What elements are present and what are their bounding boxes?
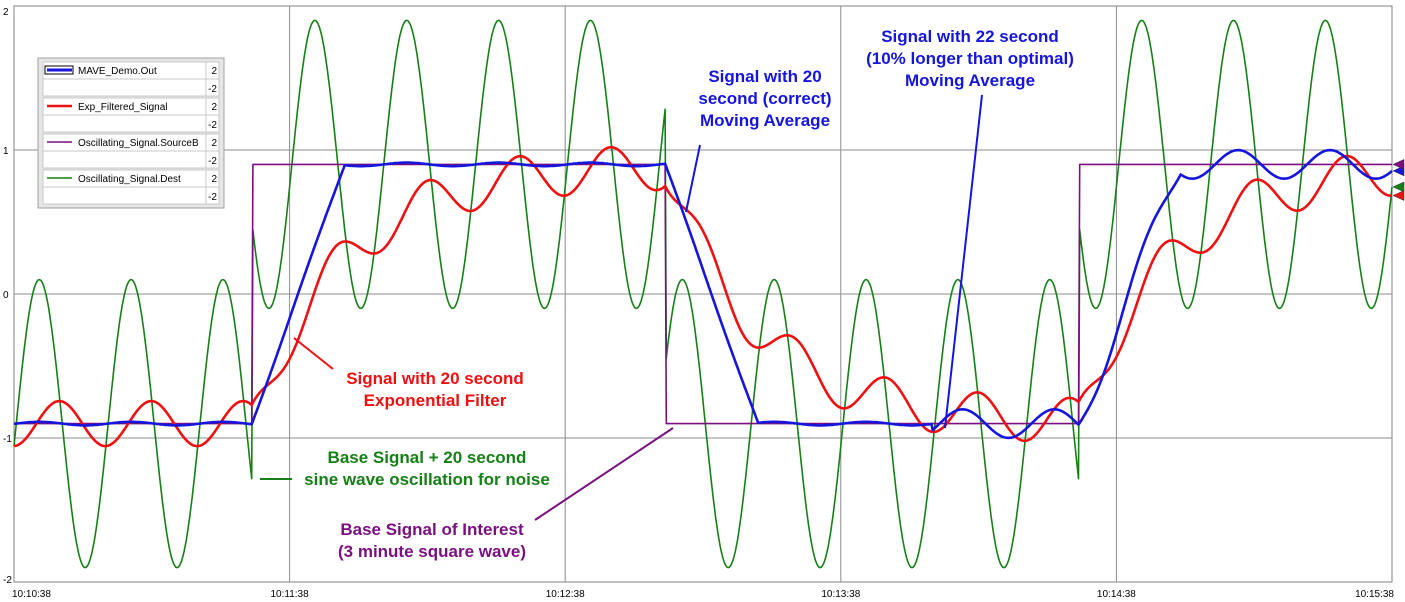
annotations: Signal with 20 second (correct) Moving Ave… bbox=[260, 27, 1074, 561]
series-lines bbox=[13, 19, 1393, 569]
y-axis-ticks: 2 1 0 -1 -2 bbox=[3, 7, 12, 586]
legend-label: Exp_Filtered_Signal bbox=[78, 102, 168, 113]
annotation-callout-line bbox=[685, 144, 701, 213]
legend-max: 2 bbox=[211, 66, 217, 77]
legend-min: -2 bbox=[208, 84, 217, 95]
legend-min: -2 bbox=[208, 156, 217, 167]
y-tick-label: 1 bbox=[3, 146, 9, 157]
annotation-text: Signal with 20 bbox=[708, 67, 821, 86]
value-marker-icon bbox=[1392, 159, 1405, 170]
legend-selected-icon bbox=[44, 65, 74, 75]
x-tick-label: 10:10:38 bbox=[12, 589, 51, 600]
annotation-text: Exponential Filter bbox=[364, 391, 507, 410]
x-tick-label: 10:12:38 bbox=[546, 589, 585, 600]
annotation-text: Base Signal + 20 second bbox=[328, 448, 527, 467]
legend-label: MAVE_Demo.Out bbox=[78, 66, 157, 77]
y-tick-label: -1 bbox=[3, 434, 12, 445]
y-tick-label: -2 bbox=[3, 575, 12, 586]
legend-label: Oscillating_Signal.SourceB bbox=[78, 138, 199, 149]
annotation-callout-line bbox=[944, 94, 983, 429]
x-tick-label: 10:13:38 bbox=[821, 589, 860, 600]
annotation-text: second (correct) bbox=[698, 89, 831, 108]
annotation-text: sine wave oscillation for noise bbox=[304, 470, 550, 489]
x-tick-label: 10:14:38 bbox=[1097, 589, 1136, 600]
x-tick-label: 10:15:38 bbox=[1355, 589, 1394, 600]
annotation-callout-line bbox=[534, 427, 674, 521]
annotation-text: Base Signal of Interest bbox=[340, 520, 524, 539]
value-marker-icon bbox=[1392, 181, 1405, 193]
annotation-text: Signal with 20 second bbox=[346, 369, 524, 388]
annotation-text: Moving Average bbox=[700, 111, 830, 130]
grid-lines bbox=[14, 6, 1392, 582]
legend-min: -2 bbox=[208, 120, 217, 131]
annotation-text: (10% longer than optimal) bbox=[866, 49, 1074, 68]
x-axis-ticks: 10:10:38 10:11:38 10:12:38 10:13:38 10:14:38… bbox=[12, 589, 1394, 600]
annotation-callout-line bbox=[293, 337, 334, 370]
legend-max: 2 bbox=[211, 102, 217, 113]
legend-max: 2 bbox=[211, 138, 217, 149]
y-tick-label: 2 bbox=[3, 7, 9, 18]
annotation-text: Signal with 22 second bbox=[881, 27, 1059, 46]
legend-max: 2 bbox=[211, 174, 217, 185]
annotation-text: (3 minute square wave) bbox=[338, 542, 526, 561]
series-line-exp-filtered bbox=[13, 145, 1393, 448]
value-marker-icon bbox=[1392, 190, 1405, 201]
series-line-mave-demo bbox=[13, 148, 1393, 440]
x-tick-label: 10:11:38 bbox=[271, 589, 310, 600]
legend-min: -2 bbox=[208, 192, 217, 203]
right-edge-markers bbox=[1392, 159, 1405, 201]
annotation-text: Moving Average bbox=[905, 71, 1035, 90]
y-tick-label: 0 bbox=[3, 290, 9, 301]
legend[interactable]: MAVE_Demo.Out 2 -2 Exp_Filtered_Signal 2 -2 Os… bbox=[37, 57, 225, 209]
legend-label: Oscillating_Signal.Dest bbox=[78, 174, 181, 185]
